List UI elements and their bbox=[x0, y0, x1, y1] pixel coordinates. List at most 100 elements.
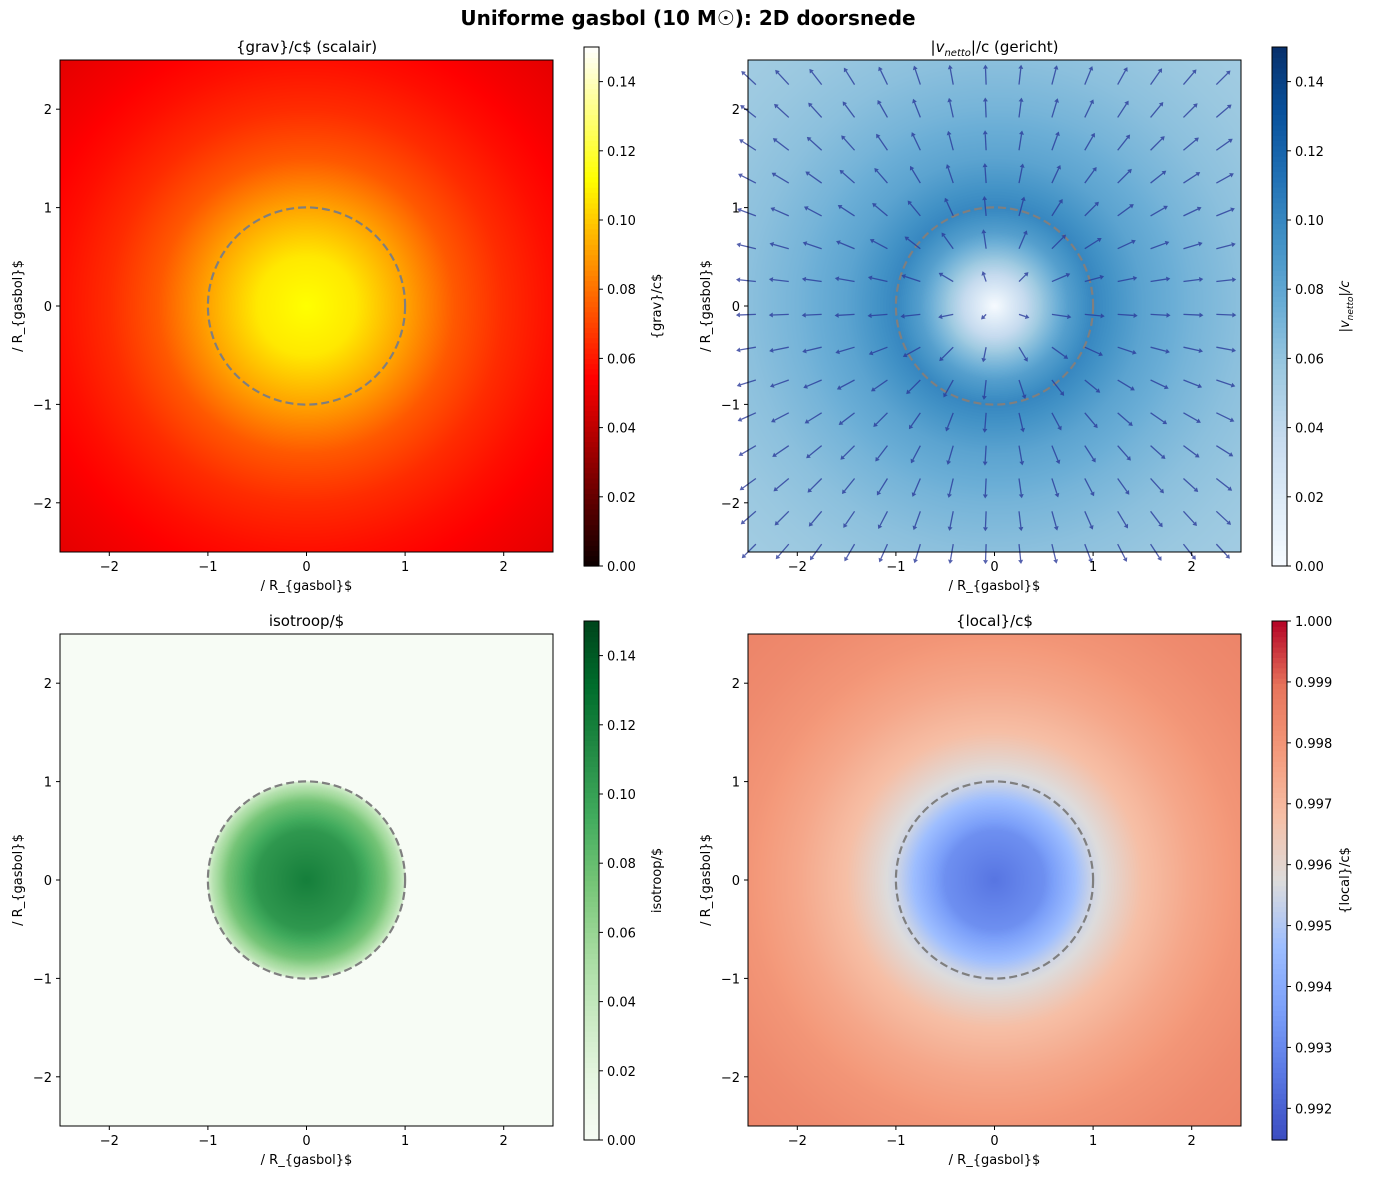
colorbar-segment bbox=[584, 280, 599, 287]
colorbar-segment bbox=[584, 264, 599, 271]
quiver-arrow bbox=[1018, 134, 1023, 151]
colorbar-segment bbox=[1272, 979, 1287, 985]
quiver-arrowhead bbox=[1228, 452, 1234, 457]
quiver-arrow bbox=[983, 274, 987, 282]
quiver-arrow bbox=[843, 137, 856, 151]
colorbar-segment bbox=[1272, 130, 1287, 136]
colorbar-segment bbox=[1272, 859, 1287, 866]
colorbar-segment bbox=[1272, 1077, 1287, 1084]
colorbar-segment bbox=[1272, 342, 1287, 349]
quiver-arrow bbox=[776, 106, 790, 118]
colorbar-segment bbox=[584, 311, 599, 318]
colorbar-tick-label: 0.00 bbox=[1295, 560, 1324, 575]
quiver-arrow bbox=[772, 346, 789, 351]
colorbar-segment bbox=[584, 150, 599, 157]
quiver-arrow bbox=[808, 445, 823, 457]
colorbar-segment bbox=[1272, 807, 1287, 814]
colorbar-segment bbox=[584, 223, 599, 230]
colorbar-segment bbox=[1272, 508, 1287, 515]
quiver-arrowhead bbox=[736, 347, 741, 353]
quiver-arrowhead bbox=[1227, 138, 1233, 144]
colorbar-segment bbox=[1272, 922, 1287, 928]
quiver-arrowhead bbox=[1196, 206, 1202, 212]
quiver-arrow bbox=[1183, 379, 1199, 387]
colorbar-segment bbox=[1272, 213, 1287, 219]
quiver-arrow bbox=[1084, 412, 1096, 426]
quiver-arrowhead bbox=[802, 348, 807, 354]
quiver-arrowhead bbox=[1198, 348, 1203, 354]
colorbar-segment bbox=[1272, 1056, 1287, 1063]
colorbar-segment bbox=[584, 353, 599, 359]
colorbar-segment bbox=[1272, 135, 1287, 142]
colorbar-segment bbox=[584, 1124, 599, 1131]
colorbar-segment bbox=[1272, 652, 1287, 658]
quiver-arrow bbox=[984, 412, 987, 429]
quiver-arrow bbox=[1018, 346, 1027, 359]
quiver-arrowhead bbox=[1099, 274, 1105, 280]
colorbar-segment bbox=[584, 844, 599, 850]
colorbar-segment bbox=[584, 953, 599, 959]
colorbar-segment bbox=[584, 213, 599, 219]
colorbar-segment bbox=[1272, 384, 1287, 391]
colorbar-segment bbox=[1272, 239, 1287, 245]
quiver-arrowhead bbox=[1053, 526, 1059, 531]
colorbar-segment bbox=[584, 498, 599, 505]
colorbar-segment bbox=[1272, 942, 1287, 949]
quiver-arrow bbox=[984, 478, 987, 495]
colorbar-segment bbox=[584, 999, 599, 1006]
colorbar-segment bbox=[584, 472, 599, 479]
colorbar-segment bbox=[584, 621, 599, 627]
colorbar-segment bbox=[1272, 187, 1287, 193]
quiver-arrow bbox=[912, 135, 921, 151]
colorbar-segment bbox=[1272, 693, 1287, 700]
colorbar-segment bbox=[584, 833, 599, 840]
quiver-arrowhead bbox=[1199, 277, 1204, 282]
quiver-arrow bbox=[776, 477, 790, 490]
colorbar-segment bbox=[584, 1103, 599, 1110]
colorbar-segment bbox=[1272, 555, 1287, 562]
colorbar-segment bbox=[584, 316, 599, 323]
colorbar-segment bbox=[1272, 140, 1287, 147]
quiver-arrowhead bbox=[769, 383, 775, 388]
quiver-arrowhead bbox=[1230, 382, 1236, 388]
quiver-arrow bbox=[983, 233, 987, 249]
colorbar-tick-label: 0.08 bbox=[607, 283, 636, 298]
colorbar-segment bbox=[1272, 911, 1287, 918]
colorbar-segment bbox=[584, 72, 599, 79]
colorbar-frame bbox=[1271, 620, 1288, 1141]
quiver-arrowhead bbox=[908, 424, 914, 430]
colorbar-segment bbox=[584, 482, 599, 489]
quiver-arrowhead bbox=[1095, 388, 1101, 393]
quiver-arrow bbox=[1018, 511, 1022, 528]
quiver-arrow bbox=[1150, 379, 1166, 388]
y-tick-label: 2 bbox=[44, 103, 52, 118]
quiver-arrowhead bbox=[1055, 459, 1061, 465]
colorbar-segment bbox=[1272, 724, 1287, 731]
quiver-arrow bbox=[1215, 72, 1229, 86]
colorbar-segment bbox=[1272, 1072, 1287, 1079]
quiver-arrow bbox=[1183, 445, 1197, 456]
quiver-arrow bbox=[805, 313, 822, 316]
quiver-arrowhead bbox=[912, 65, 918, 71]
y-axis-label: / R_{gasbol}$ bbox=[11, 260, 26, 352]
quiver-arrowhead bbox=[1023, 357, 1028, 362]
quiver-arrowhead bbox=[946, 460, 952, 465]
quiver-arrowhead bbox=[982, 163, 988, 168]
quiver-arrow bbox=[946, 412, 954, 428]
y-axis-label: / R_{gasbol}$ bbox=[699, 260, 714, 352]
colorbar-tick-label: 0.10 bbox=[607, 788, 636, 803]
y-tick-label: −1 bbox=[33, 398, 52, 413]
y-tick-label: 2 bbox=[44, 677, 52, 692]
quiver-arrow bbox=[775, 445, 790, 456]
quiver-arrow bbox=[1084, 313, 1101, 317]
quiver-arrow bbox=[741, 445, 757, 455]
quiver-arrowhead bbox=[1196, 418, 1201, 423]
quiver-arrow bbox=[845, 70, 856, 85]
quiver-arrowhead bbox=[872, 202, 877, 208]
quiver-arrow bbox=[1084, 511, 1092, 527]
colorbar-segment bbox=[1272, 1025, 1287, 1032]
colorbar-segment bbox=[1272, 1020, 1287, 1027]
colorbar-segment bbox=[584, 792, 599, 799]
quiver-arrow bbox=[906, 346, 921, 356]
